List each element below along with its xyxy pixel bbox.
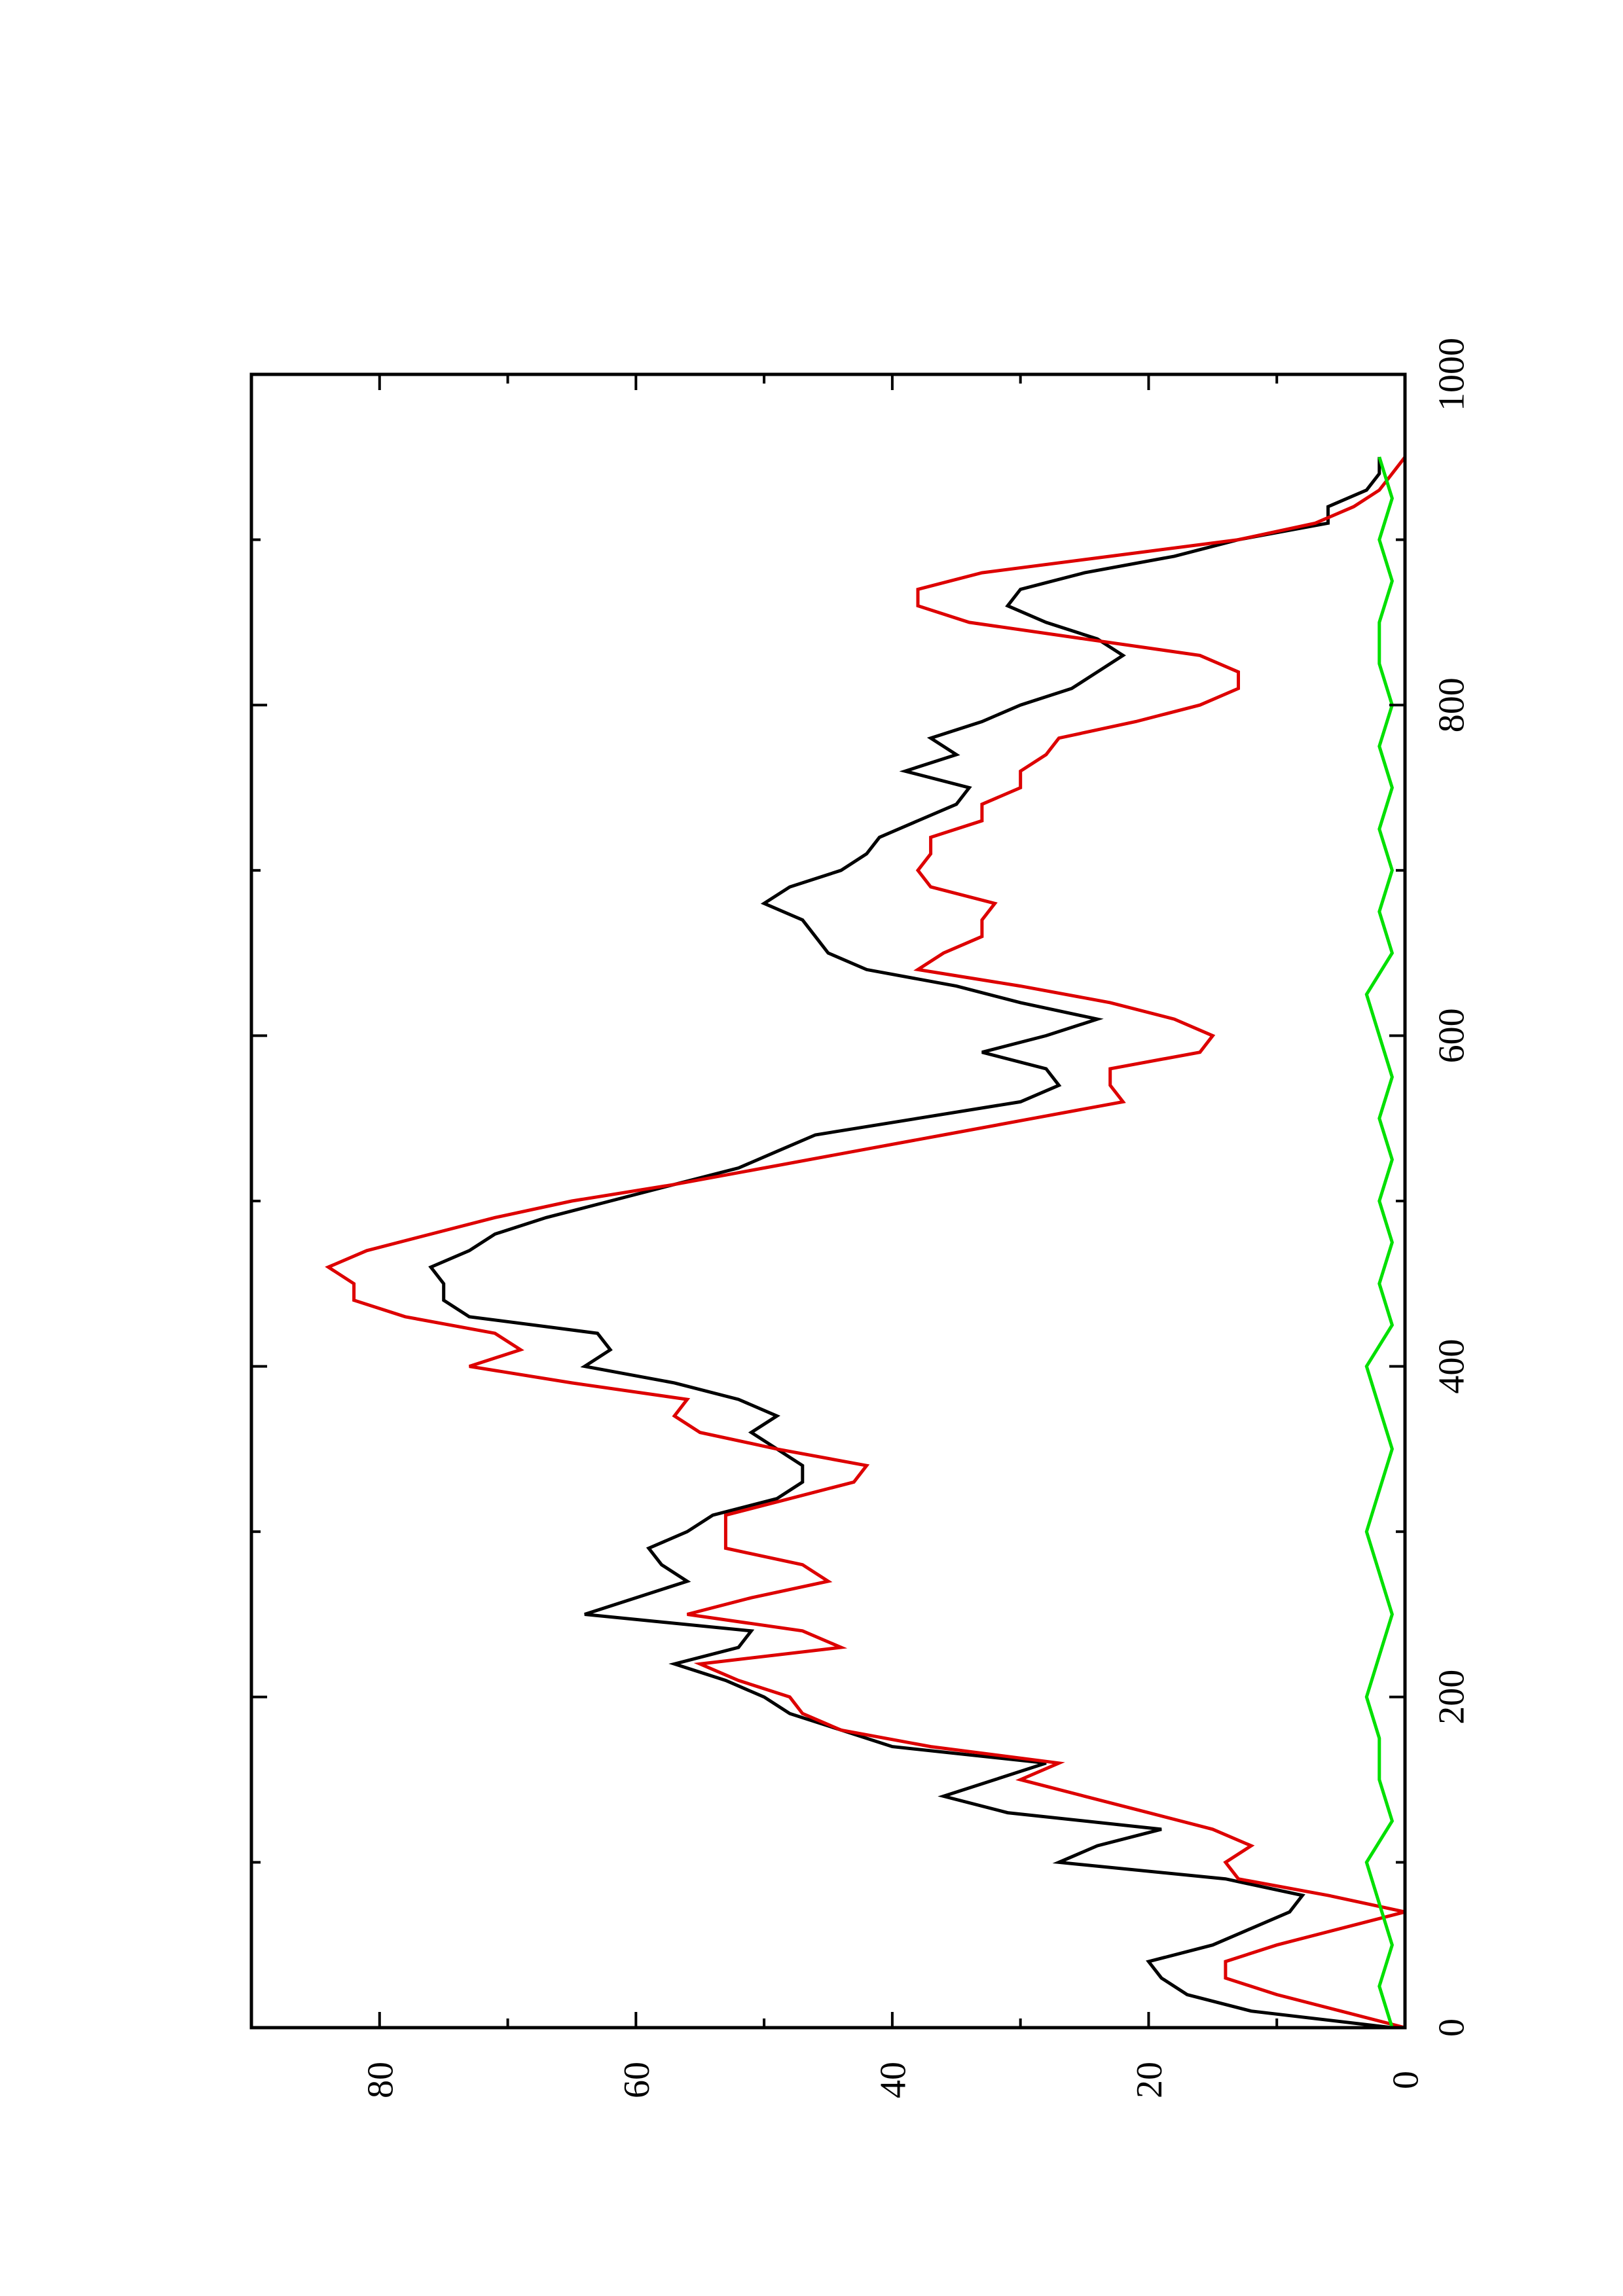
x-tick-label: 200 [1432, 1670, 1472, 1725]
x-tick-label: 800 [1432, 677, 1472, 732]
y-tick-label: 20 [1129, 2062, 1170, 2098]
x-tick-label: 400 [1432, 1339, 1472, 1394]
axis-tick-labels: 0 200 400 600 800 1000 0 20 40 60 80 [360, 338, 1472, 2098]
series-line-2 [325, 456, 1406, 2030]
y-tick-label: 40 [873, 2062, 913, 2098]
y-tick-label: 0 [1386, 2071, 1427, 2089]
x-tick-label: 1000 [1432, 338, 1472, 411]
series-line-3 [1364, 456, 1395, 2028]
y-tick-label: 80 [360, 2062, 401, 2098]
plot-frame [249, 372, 1407, 2030]
x-tick-label: 0 [1432, 2018, 1472, 2037]
x-tick-label: 600 [1432, 1008, 1472, 1063]
axis-ticks [251, 373, 1406, 2029]
y-tick-label: 60 [617, 2062, 657, 2098]
series-line-1 [428, 457, 1393, 2030]
plot-series-group [325, 456, 1406, 2030]
